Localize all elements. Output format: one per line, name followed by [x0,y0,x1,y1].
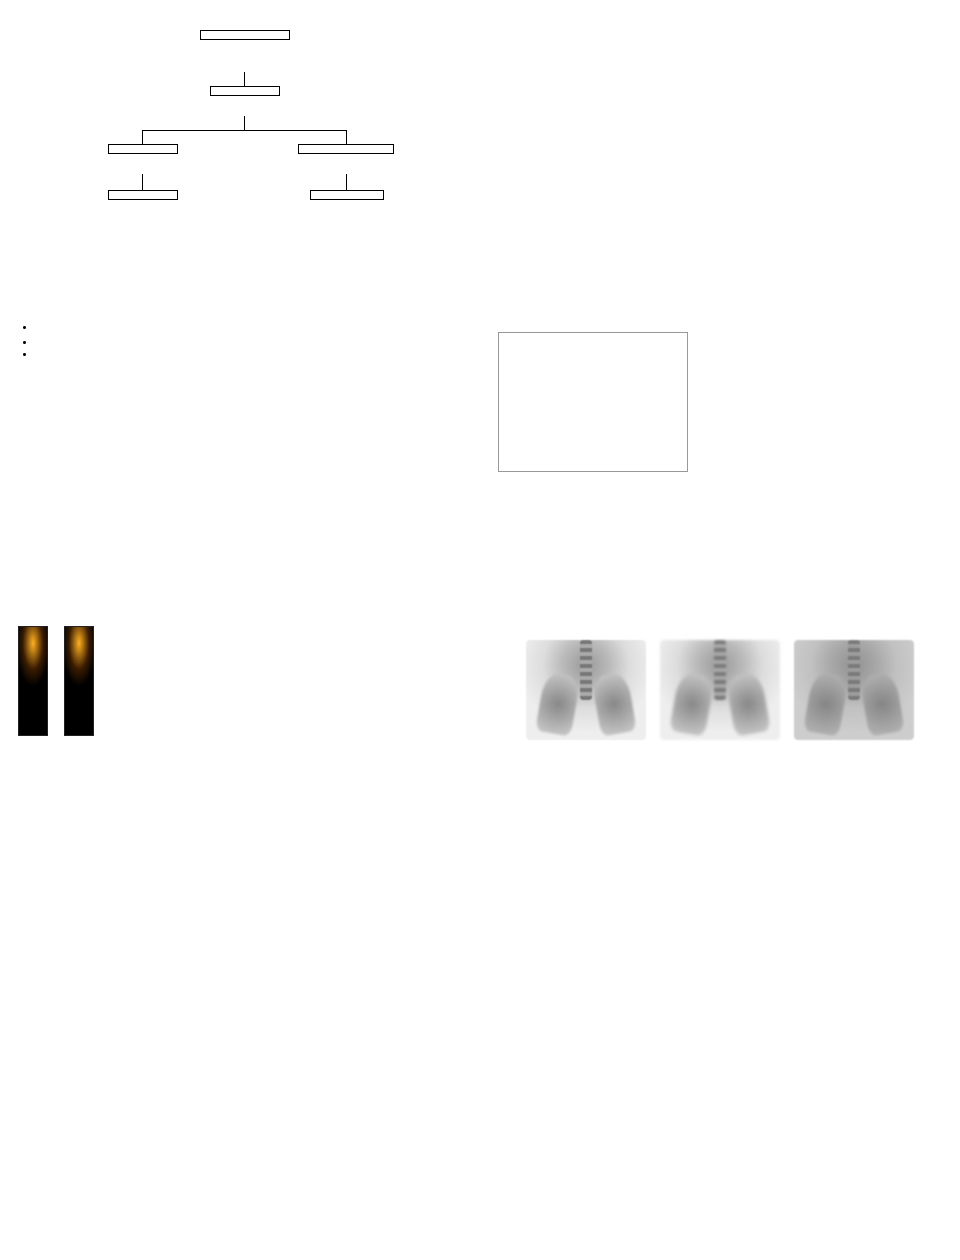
slide-29 [0,600,480,900]
slide-28 [480,300,960,600]
slide-26 [480,0,960,300]
comparison-table [498,22,942,26]
slide-30 [480,600,960,900]
slide-27 [0,300,480,600]
slide-25 [0,0,480,300]
flowchart [90,30,390,260]
chart-curve [517,355,667,455]
box-mid [210,86,280,96]
whole-body-scan-thumb [18,626,48,736]
scan-image-close [526,640,646,740]
factor-activity [36,322,462,334]
scan-image-wrong-window [794,640,914,740]
whole-body-scan-thumb [64,626,94,736]
factor-technical [36,337,462,346]
scan-image-15cm [660,640,780,740]
box-br [310,190,384,200]
info-value-chart [498,332,688,474]
box-right [298,144,394,154]
risk-chart [58,932,298,1102]
box-bl [108,190,178,200]
slide-31 [0,900,480,1200]
box-top [200,30,290,40]
slide-32 [480,900,960,1200]
box-left [108,144,178,154]
factor-list [36,322,462,361]
factor-patient [36,349,462,361]
scan-comparison-row [498,640,942,740]
